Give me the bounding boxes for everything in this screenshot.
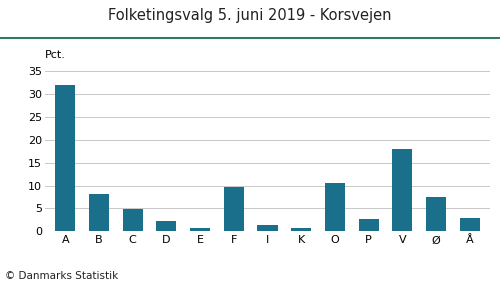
Bar <box>291 228 312 231</box>
Bar <box>258 225 278 231</box>
Bar <box>358 219 379 231</box>
Bar <box>122 209 143 231</box>
Bar <box>55 85 76 231</box>
Bar <box>426 197 446 231</box>
Bar <box>224 187 244 231</box>
Text: Pct.: Pct. <box>45 50 66 60</box>
Bar <box>392 149 412 231</box>
Text: © Danmarks Statistik: © Danmarks Statistik <box>5 271 118 281</box>
Bar <box>156 221 176 231</box>
Text: Folketingsvalg 5. juni 2019 - Korsvejen: Folketingsvalg 5. juni 2019 - Korsvejen <box>108 8 392 23</box>
Bar <box>460 219 480 231</box>
Bar <box>325 183 345 231</box>
Bar <box>89 194 109 231</box>
Bar <box>190 228 210 231</box>
